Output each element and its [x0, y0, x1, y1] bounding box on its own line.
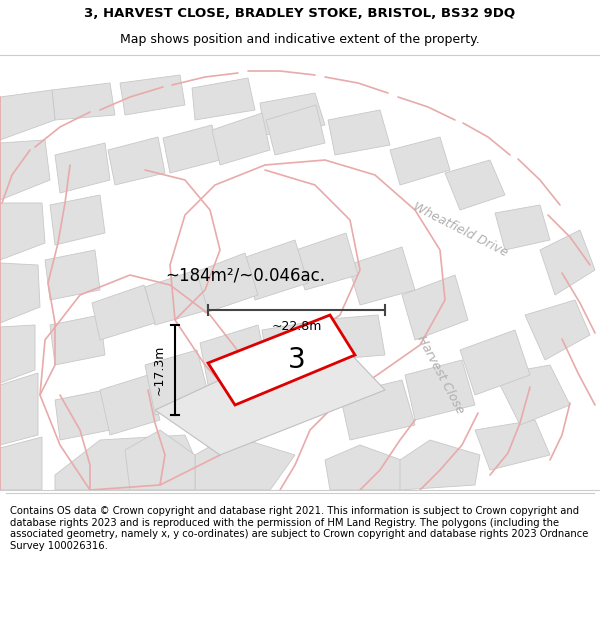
Text: Contains OS data © Crown copyright and database right 2021. This information is : Contains OS data © Crown copyright and d… [10, 506, 589, 551]
Polygon shape [50, 195, 105, 245]
Polygon shape [495, 365, 570, 425]
Polygon shape [55, 390, 110, 440]
Text: 3, HARVEST CLOSE, BRADLEY STOKE, BRISTOL, BS32 9DQ: 3, HARVEST CLOSE, BRADLEY STOKE, BRISTOL… [85, 8, 515, 20]
Polygon shape [192, 78, 255, 120]
Polygon shape [52, 83, 115, 120]
Polygon shape [400, 440, 480, 490]
Text: Harvest Close: Harvest Close [414, 334, 466, 416]
Polygon shape [293, 233, 358, 290]
Polygon shape [125, 430, 195, 490]
Polygon shape [525, 300, 590, 360]
Polygon shape [0, 437, 42, 490]
Polygon shape [260, 93, 325, 135]
Polygon shape [0, 90, 55, 140]
Polygon shape [155, 330, 385, 455]
Polygon shape [100, 375, 160, 435]
Text: Map shows position and indicative extent of the property.: Map shows position and indicative extent… [120, 33, 480, 46]
Polygon shape [460, 330, 530, 395]
Polygon shape [405, 360, 475, 420]
Polygon shape [475, 420, 550, 470]
Polygon shape [0, 325, 35, 383]
Text: Wheatfield Drive: Wheatfield Drive [410, 201, 509, 259]
Polygon shape [266, 105, 325, 155]
Polygon shape [0, 140, 50, 200]
Polygon shape [212, 113, 270, 165]
Polygon shape [208, 315, 355, 405]
Polygon shape [108, 137, 165, 185]
Polygon shape [55, 435, 200, 490]
Text: 3: 3 [288, 346, 306, 374]
Polygon shape [193, 253, 258, 313]
Polygon shape [540, 230, 595, 295]
Polygon shape [348, 247, 415, 305]
Polygon shape [495, 205, 550, 250]
Polygon shape [328, 110, 390, 155]
Polygon shape [0, 373, 38, 445]
Text: ~17.3m: ~17.3m [152, 345, 166, 395]
Polygon shape [262, 320, 330, 380]
Polygon shape [163, 125, 220, 173]
Polygon shape [0, 263, 40, 323]
Polygon shape [55, 143, 110, 193]
Polygon shape [145, 270, 208, 325]
Polygon shape [145, 350, 210, 415]
Polygon shape [402, 275, 468, 340]
Polygon shape [0, 203, 45, 260]
Text: ~184m²/~0.046ac.: ~184m²/~0.046ac. [165, 266, 325, 284]
Polygon shape [200, 325, 270, 395]
Polygon shape [243, 240, 308, 300]
Polygon shape [390, 137, 450, 185]
Text: ~22.8m: ~22.8m [271, 319, 322, 332]
Polygon shape [340, 380, 415, 440]
Polygon shape [45, 250, 100, 300]
Polygon shape [325, 445, 415, 490]
Polygon shape [92, 285, 155, 340]
Polygon shape [445, 160, 505, 210]
Polygon shape [50, 315, 105, 365]
Polygon shape [195, 435, 295, 490]
Polygon shape [318, 315, 385, 360]
Polygon shape [120, 75, 185, 115]
